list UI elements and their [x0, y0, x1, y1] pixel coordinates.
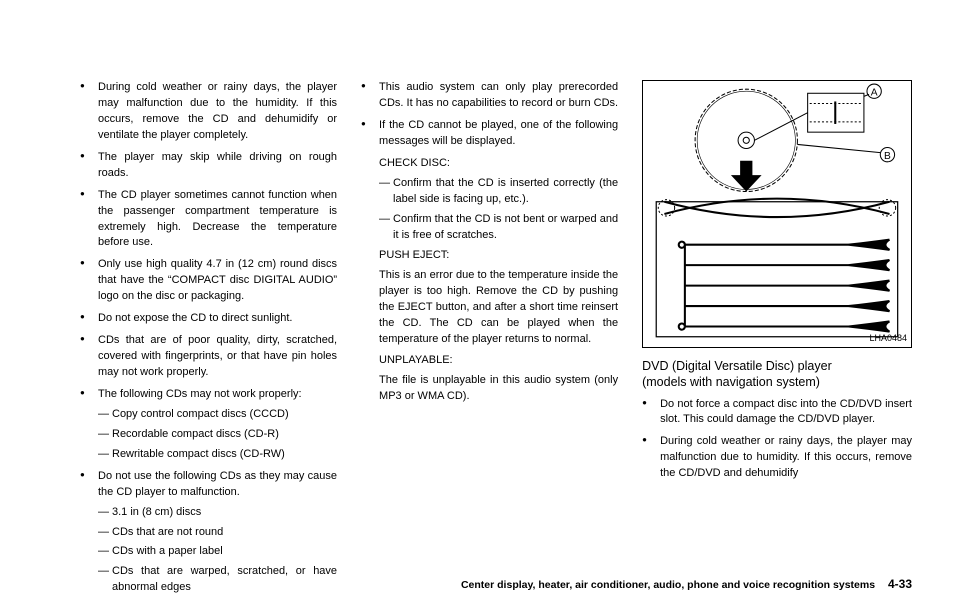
- item-text: CDs that are of poor quality, dirty, scr…: [98, 334, 337, 378]
- dash-item: Recordable compact discs (CD-R): [98, 427, 337, 443]
- dash-item: Rewritable compact discs (CD-RW): [98, 447, 337, 463]
- title-line-2: (models with navigation system): [642, 375, 820, 389]
- dash-list: Copy control compact discs (CCCD) Record…: [98, 407, 337, 463]
- check-disc-block: Confirm that the CD is inserted correctl…: [361, 176, 618, 244]
- label-a-icon: A: [871, 87, 878, 98]
- page-columns: During cold weather or rainy days, the p…: [80, 80, 912, 602]
- list-item: This audio system can only play prerecor…: [361, 80, 618, 112]
- item-text: If the CD cannot be played, one of the f…: [379, 119, 618, 147]
- item-text: The CD player sometimes cannot function …: [98, 189, 337, 249]
- item-text: The following CDs may not work properly:: [98, 388, 302, 400]
- column-3: A B: [642, 80, 912, 602]
- item-text: The player may skip while driving on rou…: [98, 151, 337, 179]
- column-2: This audio system can only play prerecor…: [361, 80, 618, 602]
- col3-list: Do not force a compact disc into the CD/…: [642, 397, 912, 483]
- list-item: During cold weather or rainy days, the p…: [80, 80, 337, 144]
- push-eject-text: This is an error due to the temperature …: [361, 268, 618, 348]
- dash-item: Copy control compact discs (CCCD): [98, 407, 337, 423]
- page-footer: Center display, heater, air conditioner,…: [461, 576, 912, 593]
- item-text: Do not force a compact disc into the CD/…: [660, 398, 912, 426]
- column-1: During cold weather or rainy days, the p…: [80, 80, 337, 602]
- title-line-1: DVD (Digital Versatile Disc) player: [642, 359, 832, 373]
- dash-item: Confirm that the CD is inserted correctl…: [379, 176, 618, 208]
- list-item: Only use high quality 4.7 in (12 cm) rou…: [80, 257, 337, 305]
- list-item: Do not use the following CDs as they may…: [80, 469, 337, 597]
- dash-item: Confirm that the CD is not bent or warpe…: [379, 212, 618, 244]
- dash-list: 3.1 in (8 cm) discs CDs that are not rou…: [98, 505, 337, 597]
- item-text: Do not expose the CD to direct sunlight.: [98, 312, 292, 324]
- col1-list: During cold weather or rainy days, the p…: [80, 80, 337, 596]
- push-eject-heading: PUSH EJECT:: [361, 248, 618, 264]
- dash-list: Confirm that the CD is inserted correctl…: [379, 176, 618, 244]
- label-b-icon: B: [884, 151, 891, 162]
- item-text: Do not use the following CDs as they may…: [98, 470, 337, 498]
- dvd-section-title: DVD (Digital Versatile Disc) player (mod…: [642, 358, 912, 391]
- list-item: The CD player sometimes cannot function …: [80, 188, 337, 252]
- item-text: Only use high quality 4.7 in (12 cm) rou…: [98, 258, 337, 302]
- check-disc-heading: CHECK DISC:: [361, 156, 618, 172]
- dash-item: CDs that are warped, scratched, or have …: [98, 564, 337, 596]
- list-item: The player may skip while driving on rou…: [80, 150, 337, 182]
- unplayable-text: The file is unplayable in this audio sys…: [361, 373, 618, 405]
- list-item: During cold weather or rainy days, the p…: [642, 434, 912, 482]
- page-number: 4-33: [888, 577, 912, 591]
- list-item: Do not force a compact disc into the CD/…: [642, 397, 912, 429]
- dash-item: CDs that are not round: [98, 525, 337, 541]
- col2-top-list: This audio system can only play prerecor…: [361, 80, 618, 150]
- diagram-svg: A B: [643, 81, 911, 347]
- list-item: If the CD cannot be played, one of the f…: [361, 118, 618, 150]
- list-item: CDs that are of poor quality, dirty, scr…: [80, 333, 337, 381]
- list-item: Do not expose the CD to direct sunlight.: [80, 311, 337, 327]
- item-text: During cold weather or rainy days, the p…: [660, 435, 912, 479]
- unplayable-heading: UNPLAYABLE:: [361, 353, 618, 369]
- cd-diagram: A B: [642, 80, 912, 348]
- item-text: This audio system can only play prerecor…: [379, 81, 618, 109]
- dash-item: CDs with a paper label: [98, 544, 337, 560]
- list-item: The following CDs may not work properly:…: [80, 387, 337, 463]
- item-text: During cold weather or rainy days, the p…: [98, 81, 337, 141]
- diagram-code: LHA0484: [869, 332, 907, 345]
- dash-item: 3.1 in (8 cm) discs: [98, 505, 337, 521]
- footer-text: Center display, heater, air conditioner,…: [461, 579, 875, 591]
